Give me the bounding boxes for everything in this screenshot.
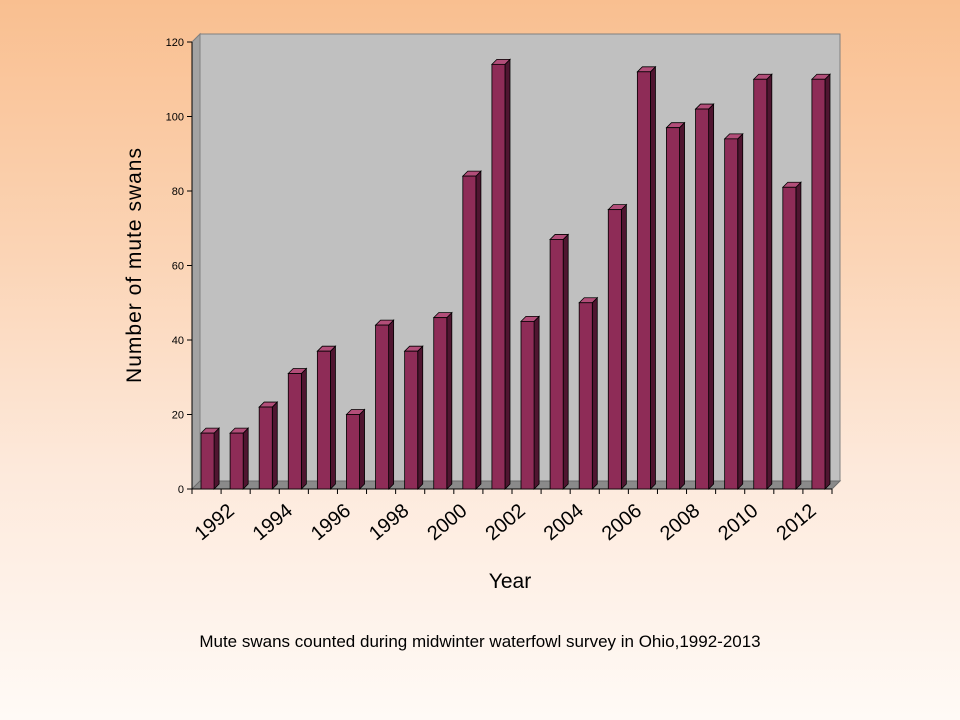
bar-side <box>446 311 453 490</box>
bar-front <box>811 78 826 490</box>
bars <box>200 58 831 490</box>
bar-side <box>766 73 773 490</box>
y-tick-label: 100 <box>166 112 184 124</box>
x-tick-label: 2010 <box>714 500 762 545</box>
bar-side <box>213 427 220 490</box>
bar <box>403 345 424 490</box>
bar-front <box>520 320 535 490</box>
bar-front <box>607 209 622 490</box>
y-axis-title: Number of mute swans <box>123 147 146 383</box>
bar <box>607 203 628 490</box>
bar-front <box>316 350 331 490</box>
x-tick-label: 2000 <box>423 500 471 545</box>
y-tick-label: 120 <box>166 37 184 49</box>
bar-front <box>636 71 651 490</box>
x-tick-label: 1996 <box>307 500 355 545</box>
bar <box>578 296 599 490</box>
bar-front <box>287 373 302 490</box>
bar <box>810 73 831 490</box>
bar <box>723 132 744 490</box>
bar-front <box>433 317 448 490</box>
y-axis: 0 20 40 60 80 100 120 <box>166 37 193 496</box>
bar <box>520 315 541 490</box>
bar-front <box>491 63 506 490</box>
bar-front <box>753 78 768 490</box>
y-tick-label: 0 <box>178 484 184 496</box>
bar-chart: 0 20 40 60 80 100 120 1992 1994 1996 1998 2000 2002… <box>123 32 842 593</box>
bar <box>345 408 366 490</box>
bar-side <box>679 121 685 490</box>
x-axis: 1992 1994 1996 1998 2000 2002 2004 2006 2008 2010… <box>191 488 833 545</box>
bar-front <box>375 324 390 490</box>
bar <box>636 65 657 490</box>
bar-front <box>578 302 593 490</box>
y-tick-label: 60 <box>172 261 184 273</box>
bar-side <box>562 233 569 490</box>
bar <box>781 181 802 490</box>
x-tick-label: 2012 <box>772 500 820 545</box>
bar-side <box>388 319 395 490</box>
bar-front <box>666 127 680 490</box>
bar-side <box>620 203 627 490</box>
x-tick-label: 2004 <box>540 500 588 545</box>
bar-front <box>200 432 215 490</box>
bar-front <box>462 175 477 490</box>
chart-caption: Mute swans counted during midwinter wate… <box>199 632 761 651</box>
bar-front <box>695 108 710 490</box>
bar <box>229 427 250 490</box>
bar <box>200 427 221 490</box>
bar-side <box>824 73 831 490</box>
bar-side <box>591 296 598 490</box>
bar-side <box>417 345 424 490</box>
x-axis-title: Year <box>489 570 531 593</box>
x-tick-label: 2008 <box>656 500 704 545</box>
bar-front <box>724 138 739 490</box>
bar <box>432 311 453 490</box>
bar-front <box>549 239 564 490</box>
bar <box>694 103 715 490</box>
bar <box>258 401 279 490</box>
y-tick-label: 40 <box>172 335 184 347</box>
bar-side <box>475 170 482 490</box>
bar <box>490 58 511 490</box>
bar <box>287 367 308 490</box>
y-tick-label: 80 <box>172 186 184 198</box>
x-tick-label: 1994 <box>249 500 297 545</box>
bar-side <box>533 315 540 490</box>
bar-side <box>708 103 715 490</box>
bar-side <box>271 401 278 490</box>
x-tick-label: 1992 <box>191 500 239 545</box>
bar <box>665 121 686 490</box>
bar-front <box>782 186 797 490</box>
bar-side <box>504 58 511 490</box>
bar-front <box>258 406 273 490</box>
bar-side <box>330 345 336 490</box>
x-tick-label: 1998 <box>365 500 413 545</box>
bar-front <box>346 414 360 490</box>
y-tick-label: 20 <box>172 410 184 422</box>
bar-side <box>359 408 365 490</box>
bar <box>374 319 395 490</box>
bar <box>752 73 773 490</box>
bar-front <box>229 432 244 490</box>
bar <box>461 170 482 490</box>
x-tick-label: 2002 <box>481 500 529 545</box>
bar-side <box>737 132 744 490</box>
x-tick-label: 2006 <box>598 500 646 545</box>
bar-side <box>795 181 802 490</box>
bar-side <box>242 427 249 490</box>
bar <box>549 233 570 490</box>
bar-side <box>300 367 307 490</box>
bar-front <box>404 350 419 490</box>
bar <box>316 345 337 490</box>
bar-side <box>650 65 656 490</box>
plot-side-wall <box>191 32 201 491</box>
